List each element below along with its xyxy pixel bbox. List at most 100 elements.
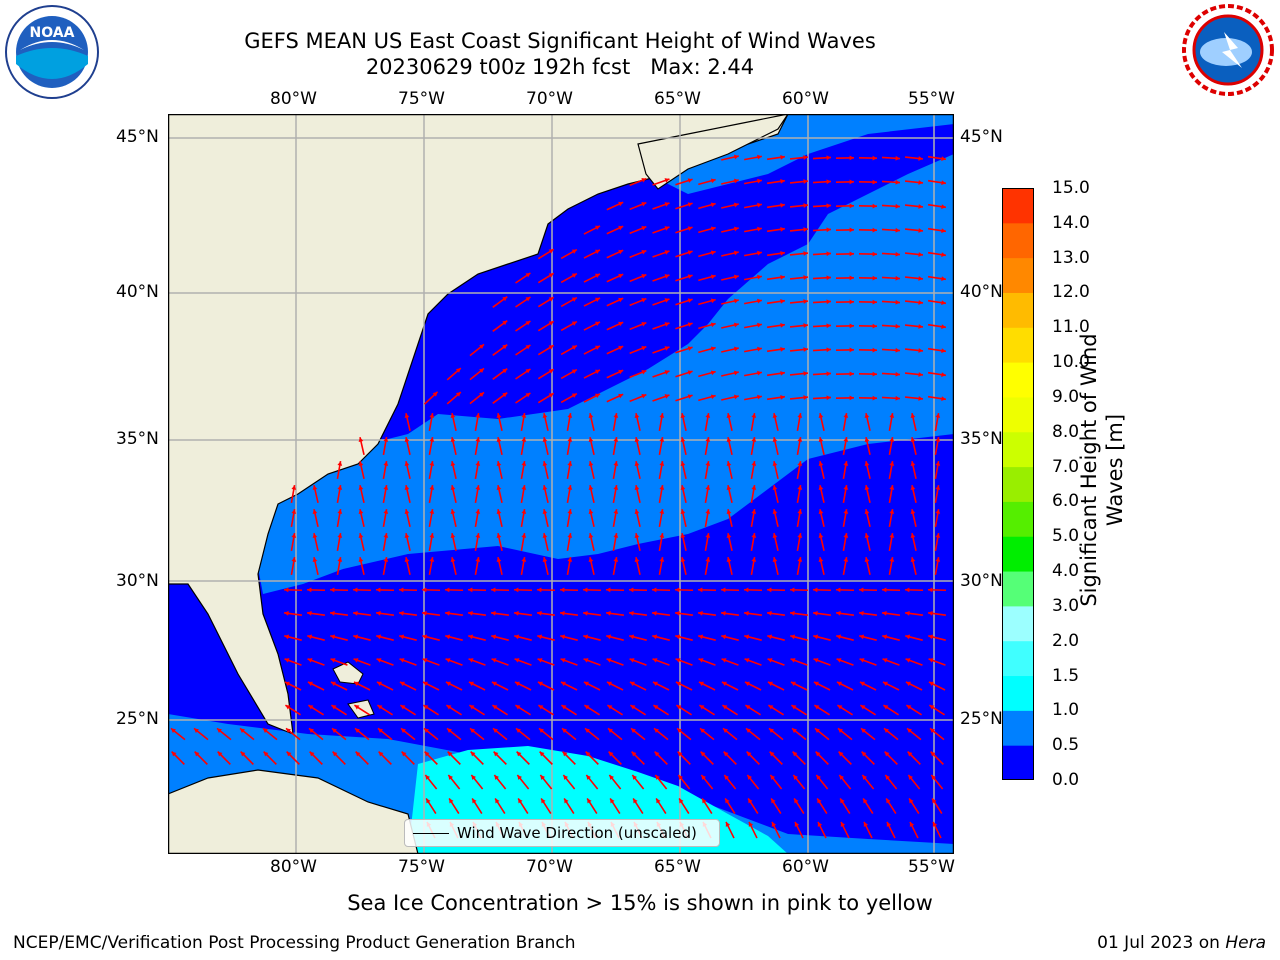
wind-arrow-head <box>383 533 389 538</box>
wind-arrow-head <box>450 437 456 443</box>
wind-arrow-head <box>895 371 900 377</box>
wind-arrow-head <box>757 226 762 232</box>
wind-arrow-head <box>330 681 336 687</box>
wind-arrow-head <box>641 202 647 207</box>
wind-arrow-head <box>701 774 706 780</box>
wind-arrow-head <box>376 658 382 663</box>
wind-arrow-head <box>797 485 803 490</box>
wind-arrow-head <box>471 774 476 780</box>
wind-arrow-head <box>826 347 831 353</box>
wind-arrow-head <box>859 634 865 640</box>
wind-arrow-head <box>872 347 877 353</box>
lat-tick-right-2: 40°N <box>960 282 1003 302</box>
wind-arrow-head <box>849 395 854 401</box>
wind-arrow-head <box>872 395 877 401</box>
wind-arrow-head <box>745 705 751 710</box>
wind-arrow-head <box>422 634 428 640</box>
wind-arrow-head <box>664 394 670 399</box>
wind-arrow-head <box>479 344 485 350</box>
wind-arrow-head <box>383 557 389 562</box>
wind-arrow-head <box>312 485 318 491</box>
wind-arrow-head <box>400 705 406 710</box>
wind-arrow-head <box>429 413 435 418</box>
wind-arrow-head <box>722 728 728 733</box>
wind-arrow-head <box>849 155 854 161</box>
wind-arrow-head <box>595 393 601 399</box>
wind-arrow-head <box>629 658 635 663</box>
wind-arrow-head <box>780 154 785 160</box>
wind-arrow-head <box>721 634 727 640</box>
wind-arrow-head <box>588 509 594 515</box>
wind-arrow-head <box>170 728 176 733</box>
wind-arrow-head <box>705 485 711 490</box>
wind-arrow-head <box>404 533 410 539</box>
wind-arrow-head <box>872 299 877 305</box>
wind-arrow-head <box>515 705 521 710</box>
wind-arrow-head <box>312 509 318 515</box>
wind-arrow-head <box>679 798 684 804</box>
colorbar-segment <box>1002 362 1034 398</box>
lat-tick-left-1: 45°N <box>116 127 159 147</box>
wind-arrow-head <box>928 681 934 687</box>
wind-arrow-head <box>216 728 222 733</box>
wind-arrow-head <box>733 322 739 328</box>
wind-arrow-head <box>307 587 312 593</box>
wind-arrow-head <box>680 437 686 443</box>
wind-arrow-head <box>571 249 577 254</box>
wind-arrow-head <box>629 587 634 593</box>
wind-arrow-head <box>629 611 634 616</box>
lat-tick-right-3: 35°N <box>960 429 1003 449</box>
wind-arrow-head <box>790 681 796 687</box>
wind-arrow-head <box>634 461 640 467</box>
wind-arrow-head <box>813 634 819 640</box>
wind-arrow-head <box>358 557 364 563</box>
wind-arrow-head <box>767 681 773 687</box>
wind-arrow-head <box>818 485 824 491</box>
wind-arrow-head <box>307 681 313 687</box>
wind-arrow-head <box>588 557 594 563</box>
wind-arrow-head <box>538 705 544 710</box>
wind-arrow-head <box>491 634 497 640</box>
wind-arrow-head <box>803 275 808 280</box>
wind-arrow-head <box>358 461 364 467</box>
colorbar-segment <box>1002 640 1034 677</box>
wind-arrow-head <box>836 611 841 616</box>
wind-arrow-head <box>606 587 611 593</box>
wind-arrow-head <box>909 821 915 827</box>
wind-arrow-head <box>849 227 854 233</box>
wind-arrow-head <box>677 751 683 757</box>
wind-arrow-head <box>445 658 451 663</box>
wind-arrow-head <box>469 705 475 710</box>
wind-arrow-head <box>698 587 703 593</box>
wind-arrow-head <box>882 658 888 663</box>
wind-arrow-head <box>653 705 659 710</box>
wind-arrow-head <box>772 461 778 467</box>
colorbar-tick-label: 7.0 <box>1052 456 1080 477</box>
wind-arrow-head <box>733 370 739 376</box>
wind-arrow-head <box>337 485 343 490</box>
colorbar-segment <box>1002 745 1034 780</box>
lon-tick-bottom-6: 55°W <box>908 857 955 877</box>
wind-arrow-head <box>941 156 946 162</box>
wind-arrow-head <box>376 634 382 640</box>
wind-arrow-head <box>813 611 818 616</box>
wind-arrow-head <box>491 587 496 593</box>
wind-arrow-head <box>613 485 619 490</box>
wind-arrow-head <box>705 557 711 562</box>
wind-arrow-head <box>588 437 594 443</box>
wind-arrow-head <box>772 557 778 563</box>
wind-arrow-head <box>376 587 381 593</box>
wind-arrow-head <box>537 587 542 593</box>
lon-tick-bottom-4: 65°W <box>654 857 701 877</box>
wind-arrow-head <box>284 587 289 593</box>
wind-arrow-head <box>404 461 410 467</box>
wind-arrow-head <box>872 275 877 281</box>
wind-arrow-head <box>330 587 335 593</box>
wind-arrow-head <box>918 276 923 281</box>
wind-arrow-head <box>826 227 831 233</box>
wind-arrow-head <box>678 774 683 780</box>
wind-arrow-head <box>747 774 752 780</box>
wind-arrow-head <box>837 728 843 733</box>
colorbar-tick-label: 14.0 <box>1052 212 1090 233</box>
wind-arrow-head <box>826 395 831 401</box>
